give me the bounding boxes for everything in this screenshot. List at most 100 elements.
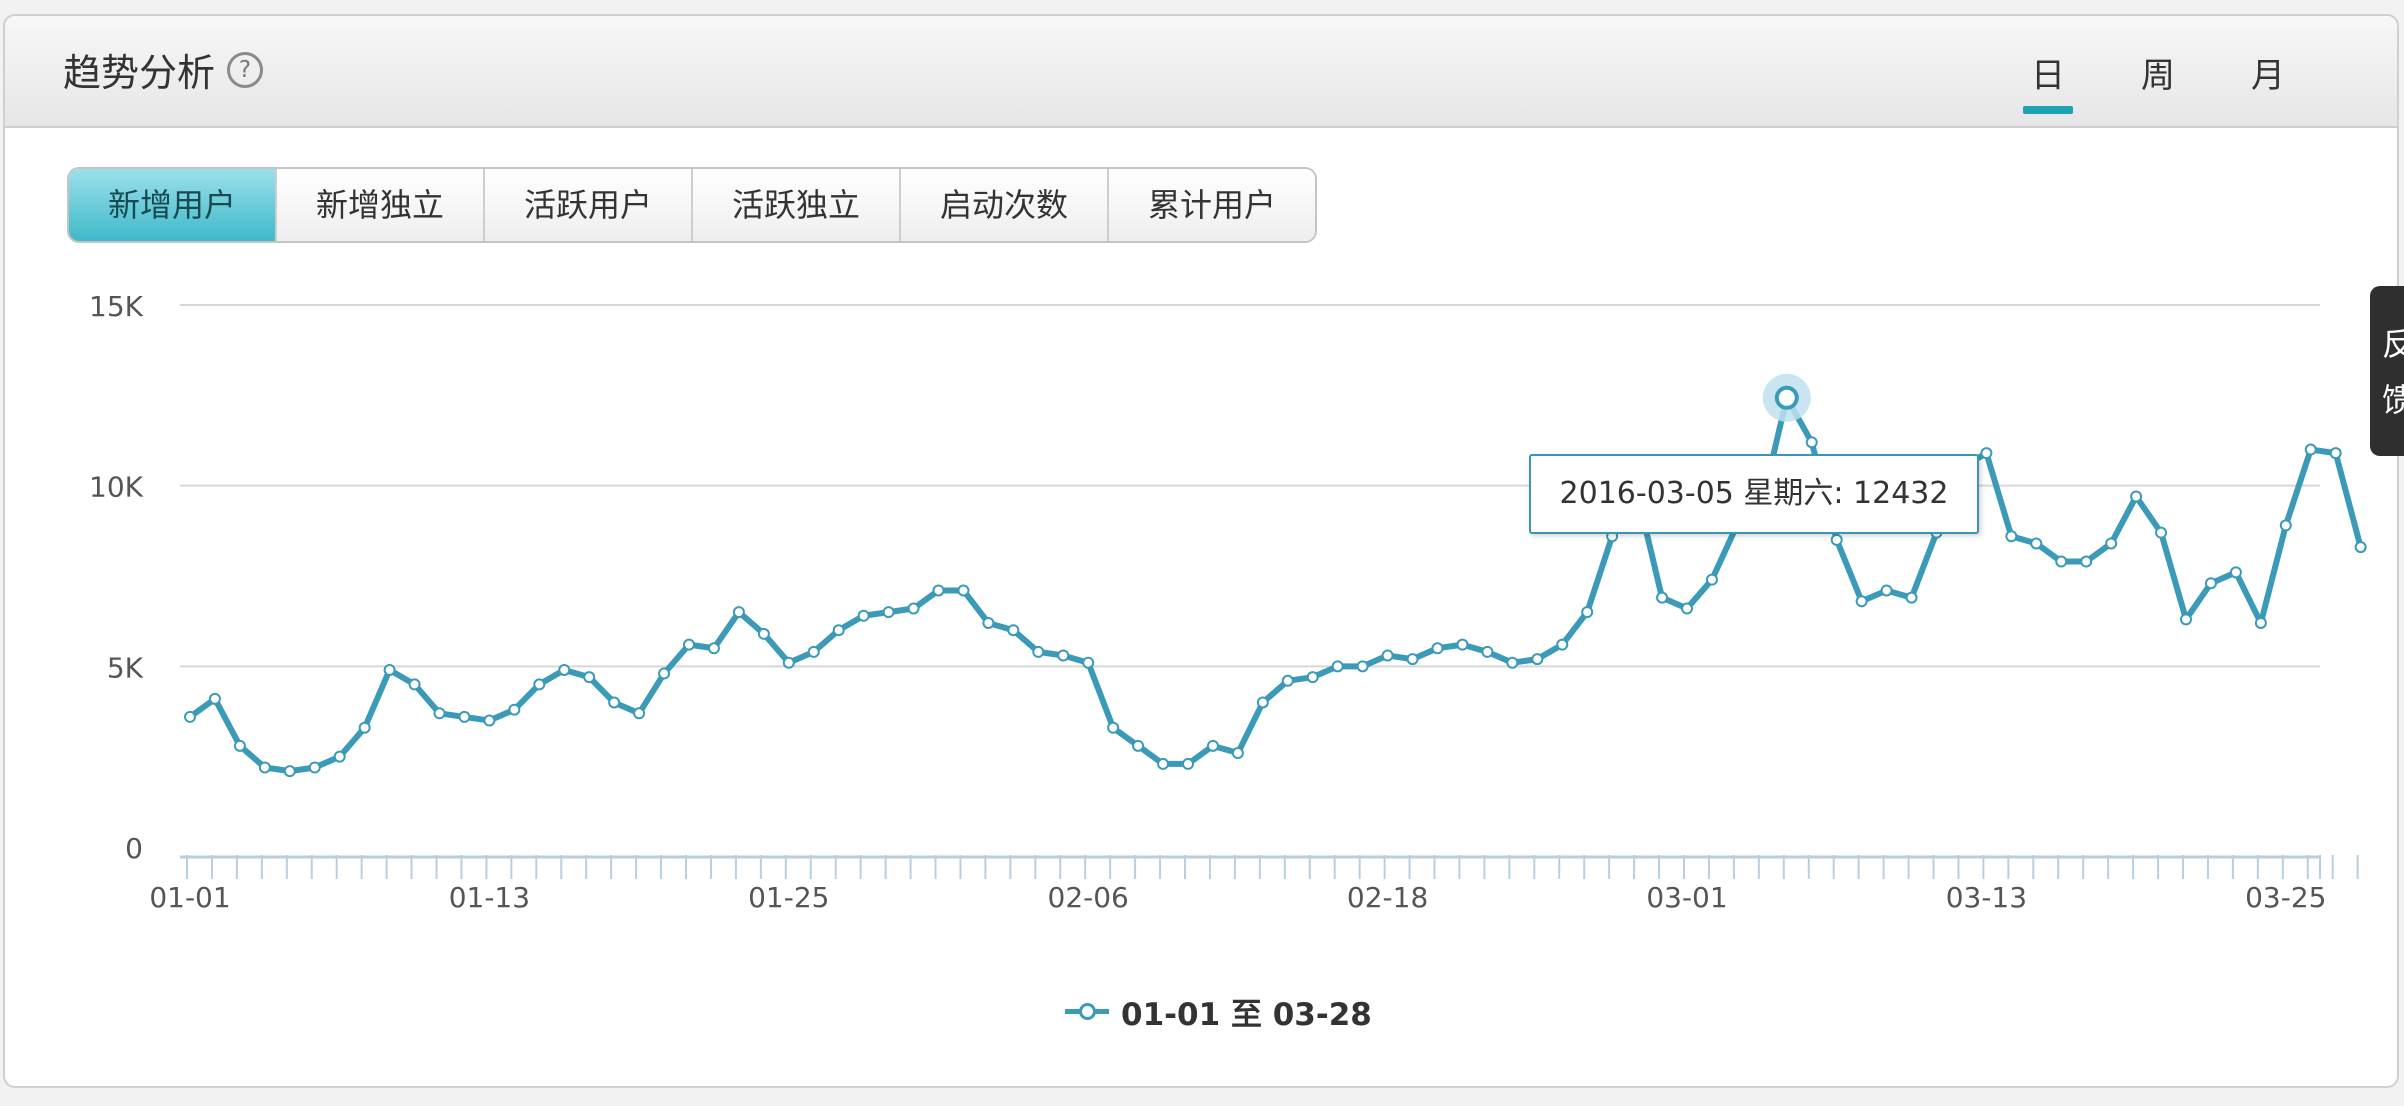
data-point bbox=[383, 663, 396, 676]
data-point bbox=[508, 703, 521, 716]
data-point bbox=[683, 638, 695, 651]
data-point bbox=[932, 584, 945, 597]
data-point bbox=[258, 761, 271, 774]
panel-title: 趋势分析 bbox=[63, 51, 216, 95]
x-tick-label: 01-25 bbox=[748, 881, 829, 914]
data-point bbox=[1032, 645, 1045, 658]
data-point bbox=[1705, 573, 1718, 586]
data-point bbox=[1980, 447, 1993, 460]
data-point bbox=[2329, 447, 2342, 460]
data-point bbox=[283, 765, 296, 778]
tab-launch-count[interactable]: 启动次数 bbox=[901, 169, 1109, 241]
data-point bbox=[857, 609, 870, 622]
data-point-highlighted bbox=[1774, 385, 1799, 410]
data-point bbox=[1256, 696, 1269, 709]
help-icon[interactable]: ? bbox=[227, 52, 263, 88]
data-point bbox=[1007, 624, 1020, 637]
data-point bbox=[807, 645, 820, 658]
data-point bbox=[2279, 519, 2292, 532]
data-point bbox=[333, 750, 346, 763]
data-point bbox=[1082, 656, 1095, 669]
data-point bbox=[483, 714, 496, 727]
data-point bbox=[907, 602, 920, 615]
data-point bbox=[2105, 537, 2118, 550]
data-point bbox=[2204, 577, 2217, 590]
legend-label: 01-01 至 03-28 bbox=[1121, 996, 1372, 1033]
data-point bbox=[308, 761, 321, 774]
data-point bbox=[2080, 555, 2093, 568]
data-point bbox=[2155, 526, 2168, 539]
data-point bbox=[1231, 747, 1244, 760]
tab-new-unique[interactable]: 新增独立 bbox=[277, 169, 485, 241]
x-tick-label: 03-01 bbox=[1646, 881, 1727, 914]
data-point bbox=[1456, 638, 1469, 651]
data-point bbox=[982, 616, 995, 629]
period-month-label: 月 bbox=[2251, 56, 2285, 96]
data-point bbox=[1306, 671, 1319, 684]
period-month-button[interactable]: 月 bbox=[2251, 48, 2285, 97]
data-point bbox=[658, 667, 671, 680]
data-point bbox=[2229, 566, 2242, 579]
metric-tabs: 新增用户 新增独立 活跃用户 活跃独立 启动次数 累计用户 bbox=[67, 167, 1317, 243]
data-point bbox=[1880, 584, 1893, 597]
data-point bbox=[1182, 757, 1194, 770]
data-point bbox=[633, 707, 646, 720]
data-point bbox=[1381, 649, 1394, 662]
data-point bbox=[1431, 642, 1444, 655]
data-point bbox=[433, 707, 446, 720]
data-point bbox=[1206, 739, 1219, 752]
series-line bbox=[187, 394, 2364, 775]
data-point bbox=[533, 678, 546, 691]
data-point bbox=[1406, 653, 1419, 666]
data-point bbox=[233, 739, 246, 752]
data-point bbox=[1356, 660, 1369, 673]
tab-active-unique[interactable]: 活跃独立 bbox=[693, 169, 901, 241]
data-point bbox=[2005, 530, 2018, 543]
x-tick-label: 02-06 bbox=[1048, 881, 1129, 914]
data-point bbox=[1556, 638, 1569, 651]
period-day-label: 日 bbox=[2031, 56, 2065, 96]
trend-analysis-panel: 趋势分析 ? 日 周 月 新增用户 新增独立 活跃用户 活跃独立 启动次数 累计… bbox=[3, 14, 2399, 1088]
y-tick-label: 15K bbox=[89, 290, 144, 323]
data-point bbox=[1506, 656, 1519, 669]
data-point bbox=[1281, 674, 1294, 687]
data-point bbox=[1681, 602, 1693, 615]
data-point bbox=[358, 721, 371, 734]
data-point bbox=[2354, 541, 2367, 554]
data-point bbox=[583, 671, 596, 684]
x-tick-label: 03-25 bbox=[2245, 881, 2326, 914]
data-point bbox=[1830, 533, 1843, 546]
data-point bbox=[608, 696, 621, 709]
panel-header: 趋势分析 ? 日 周 月 bbox=[5, 16, 2397, 128]
data-point bbox=[2304, 443, 2317, 456]
chart-tooltip: 2016-03-05 星期六: 12432 bbox=[1529, 454, 1979, 534]
legend-line-marker bbox=[1065, 991, 1109, 1031]
chart-legend[interactable]: 01-01 至 03-28 bbox=[1065, 991, 1372, 1033]
trend-line-chart: 0 5K 10K 15K 01-01 01-13 01-25 02-06 02-18 03-01 0… bbox=[89, 290, 2367, 914]
data-point bbox=[1132, 739, 1145, 752]
data-point bbox=[1581, 606, 1594, 619]
data-point bbox=[458, 710, 471, 723]
feedback-label: 反馈 bbox=[2382, 325, 2404, 419]
tab-new-users[interactable]: 新增用户 bbox=[69, 169, 277, 241]
y-tick-label: 0 bbox=[125, 832, 143, 865]
tab-active-users[interactable]: 活跃用户 bbox=[485, 169, 693, 241]
period-week-button[interactable]: 周 bbox=[2141, 48, 2175, 97]
data-point bbox=[2130, 490, 2143, 503]
tab-cumulative-users[interactable]: 累计用户 bbox=[1109, 169, 1315, 241]
data-point bbox=[1531, 653, 1544, 666]
data-point bbox=[1107, 721, 1120, 734]
data-point bbox=[832, 624, 845, 637]
feedback-tab[interactable]: 反馈 bbox=[2370, 286, 2404, 456]
period-day-button[interactable]: 日 bbox=[2023, 48, 2073, 114]
y-tick-label: 10K bbox=[89, 471, 144, 504]
x-tick-label: 02-18 bbox=[1347, 881, 1428, 914]
data-point bbox=[782, 656, 795, 669]
data-point bbox=[707, 642, 720, 655]
active-period-indicator bbox=[2023, 106, 2073, 114]
data-point bbox=[208, 692, 221, 705]
data-point bbox=[1057, 649, 1070, 662]
x-tick-label: 03-13 bbox=[1946, 881, 2027, 914]
data-point bbox=[408, 678, 421, 691]
data-point bbox=[2180, 613, 2192, 626]
